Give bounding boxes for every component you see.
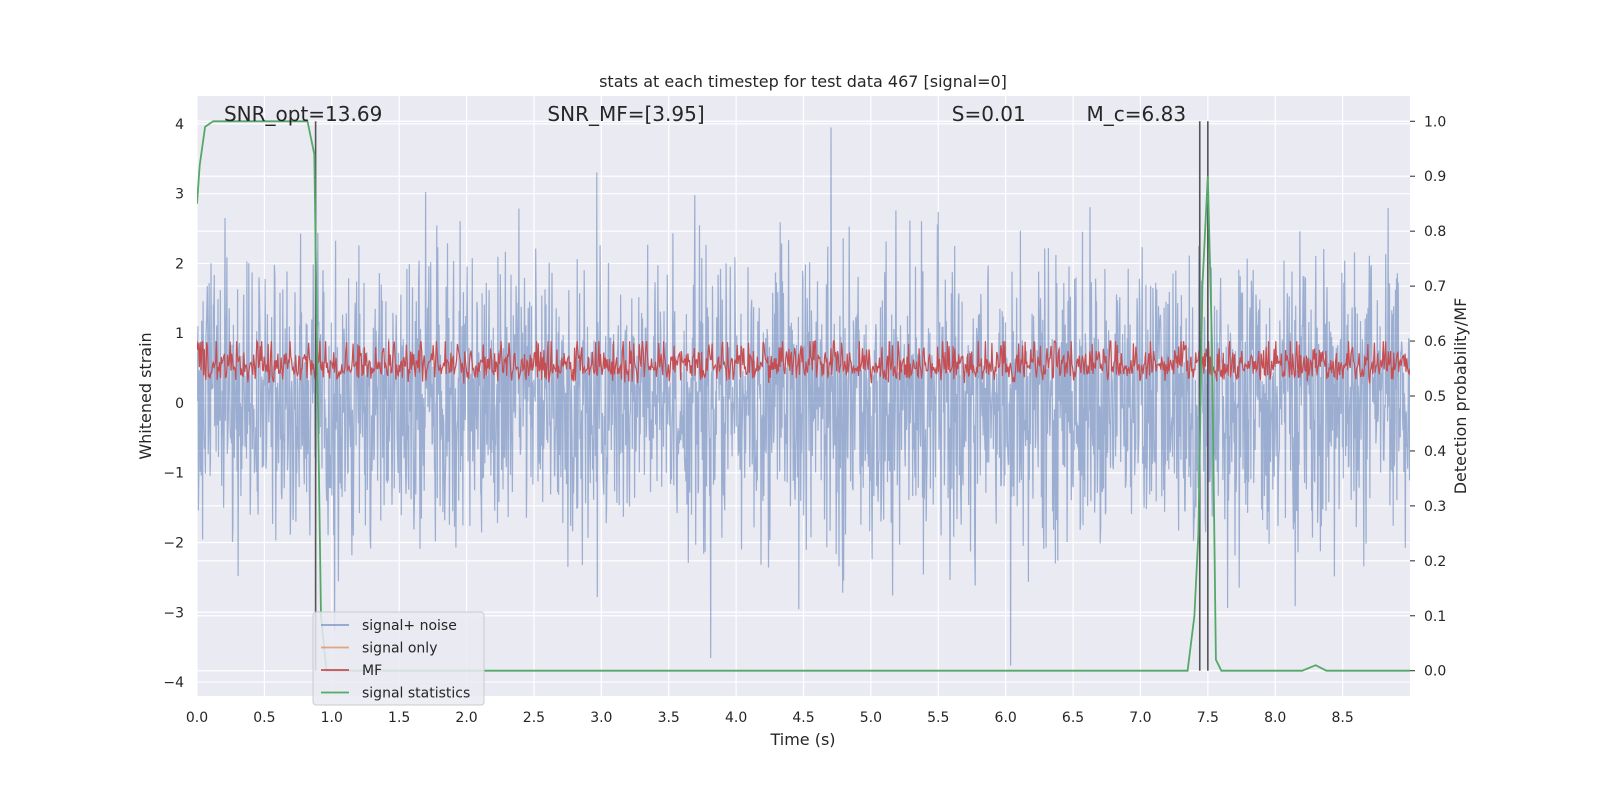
y2-tick-label: 0.0 — [1424, 664, 1446, 680]
y-tick-label: −3 — [163, 605, 184, 621]
x-tick-label: 7.0 — [1129, 710, 1151, 726]
y2-tick-labels: 1.0 0.9 0.8 0.7 0.6 0.5 0.4 0.3 0.2 0.1 0.0 — [1410, 114, 1446, 680]
legend-label: signal statistics — [362, 686, 470, 702]
y2-tick-label: 0.9 — [1424, 169, 1446, 185]
y-tick-label: 3 — [175, 187, 184, 203]
x-tick-label: 8.5 — [1331, 710, 1353, 726]
x-tick-label: 6.5 — [1062, 710, 1084, 726]
y-tick-label: 4 — [175, 117, 184, 133]
x-tick-label: 0.5 — [253, 710, 275, 726]
y2-tick-label: 0.1 — [1424, 609, 1446, 625]
x-tick-label: 4.0 — [725, 710, 747, 726]
x-tick-label: 0.0 — [186, 710, 208, 726]
y-tick-label: 0 — [175, 396, 184, 412]
x-tick-label: 7.5 — [1197, 710, 1219, 726]
y-tick-labels: 4 3 2 1 0 −1 −2 −3 −4 — [163, 117, 184, 691]
y-tick-label: 1 — [175, 326, 184, 342]
x-tick-label: 2.0 — [455, 710, 477, 726]
x-tick-label: 5.5 — [927, 710, 949, 726]
x-tick-label: 2.5 — [523, 710, 545, 726]
x-tick-label: 4.5 — [792, 710, 814, 726]
y2-tick-label: 0.2 — [1424, 554, 1446, 570]
y-tick-label: 2 — [175, 256, 184, 272]
annotation-3: M_c=6.83 — [1087, 102, 1187, 126]
x-tick-label: 1.5 — [388, 710, 410, 726]
x-tick-label: 3.0 — [590, 710, 612, 726]
x-tick-labels: 0.0 0.5 1.0 1.5 2.0 2.5 3.0 3.5 4.0 4.5 5.0 5.5 6.0 6… — [186, 710, 1354, 726]
y-tick-label: −2 — [163, 536, 184, 552]
y2-tick-label: 0.8 — [1424, 224, 1446, 240]
annotation-1: SNR_MF=[3.95] — [547, 102, 704, 126]
x-tick-label: 3.5 — [658, 710, 680, 726]
series-signal-statistics — [197, 120, 1410, 672]
legend-label: MF — [362, 663, 382, 679]
annotations: SNR_opt=13.69 SNR_MF=[3.95] S=0.01 M_c=6.83 — [224, 102, 1186, 126]
annotation-0: SNR_opt=13.69 — [224, 102, 382, 126]
x-tick-label: 1.0 — [321, 710, 343, 726]
y2-tick-label: 0.3 — [1424, 499, 1446, 515]
y2-tick-label: 0.4 — [1424, 444, 1446, 460]
y-tick-label: −4 — [163, 675, 184, 691]
x-tick-label: 8.0 — [1264, 710, 1286, 726]
annotation-2: S=0.01 — [952, 102, 1026, 126]
x-axis-label: Time (s) — [769, 730, 835, 749]
legend: signal+ noise signal only MF signal statist… — [312, 611, 485, 706]
y2-tick-label: 0.7 — [1424, 279, 1446, 295]
y-axis-label: Whitened strain — [136, 332, 155, 459]
y2-axis-label: Detection probability/MF — [1451, 298, 1470, 495]
x-tick-label: 5.0 — [860, 710, 882, 726]
y2-tick-label: 0.6 — [1424, 334, 1446, 350]
y2-tick-label: 0.5 — [1424, 389, 1446, 405]
x-tick-label: 6.0 — [995, 710, 1017, 726]
legend-label: signal+ noise — [362, 618, 457, 634]
y2-tick-label: 1.0 — [1424, 114, 1446, 130]
chart-title: stats at each timestep for test data 467… — [599, 72, 1007, 91]
legend-label: signal only — [362, 641, 437, 657]
y-tick-label: −1 — [163, 466, 184, 482]
legend-box — [312, 611, 485, 706]
